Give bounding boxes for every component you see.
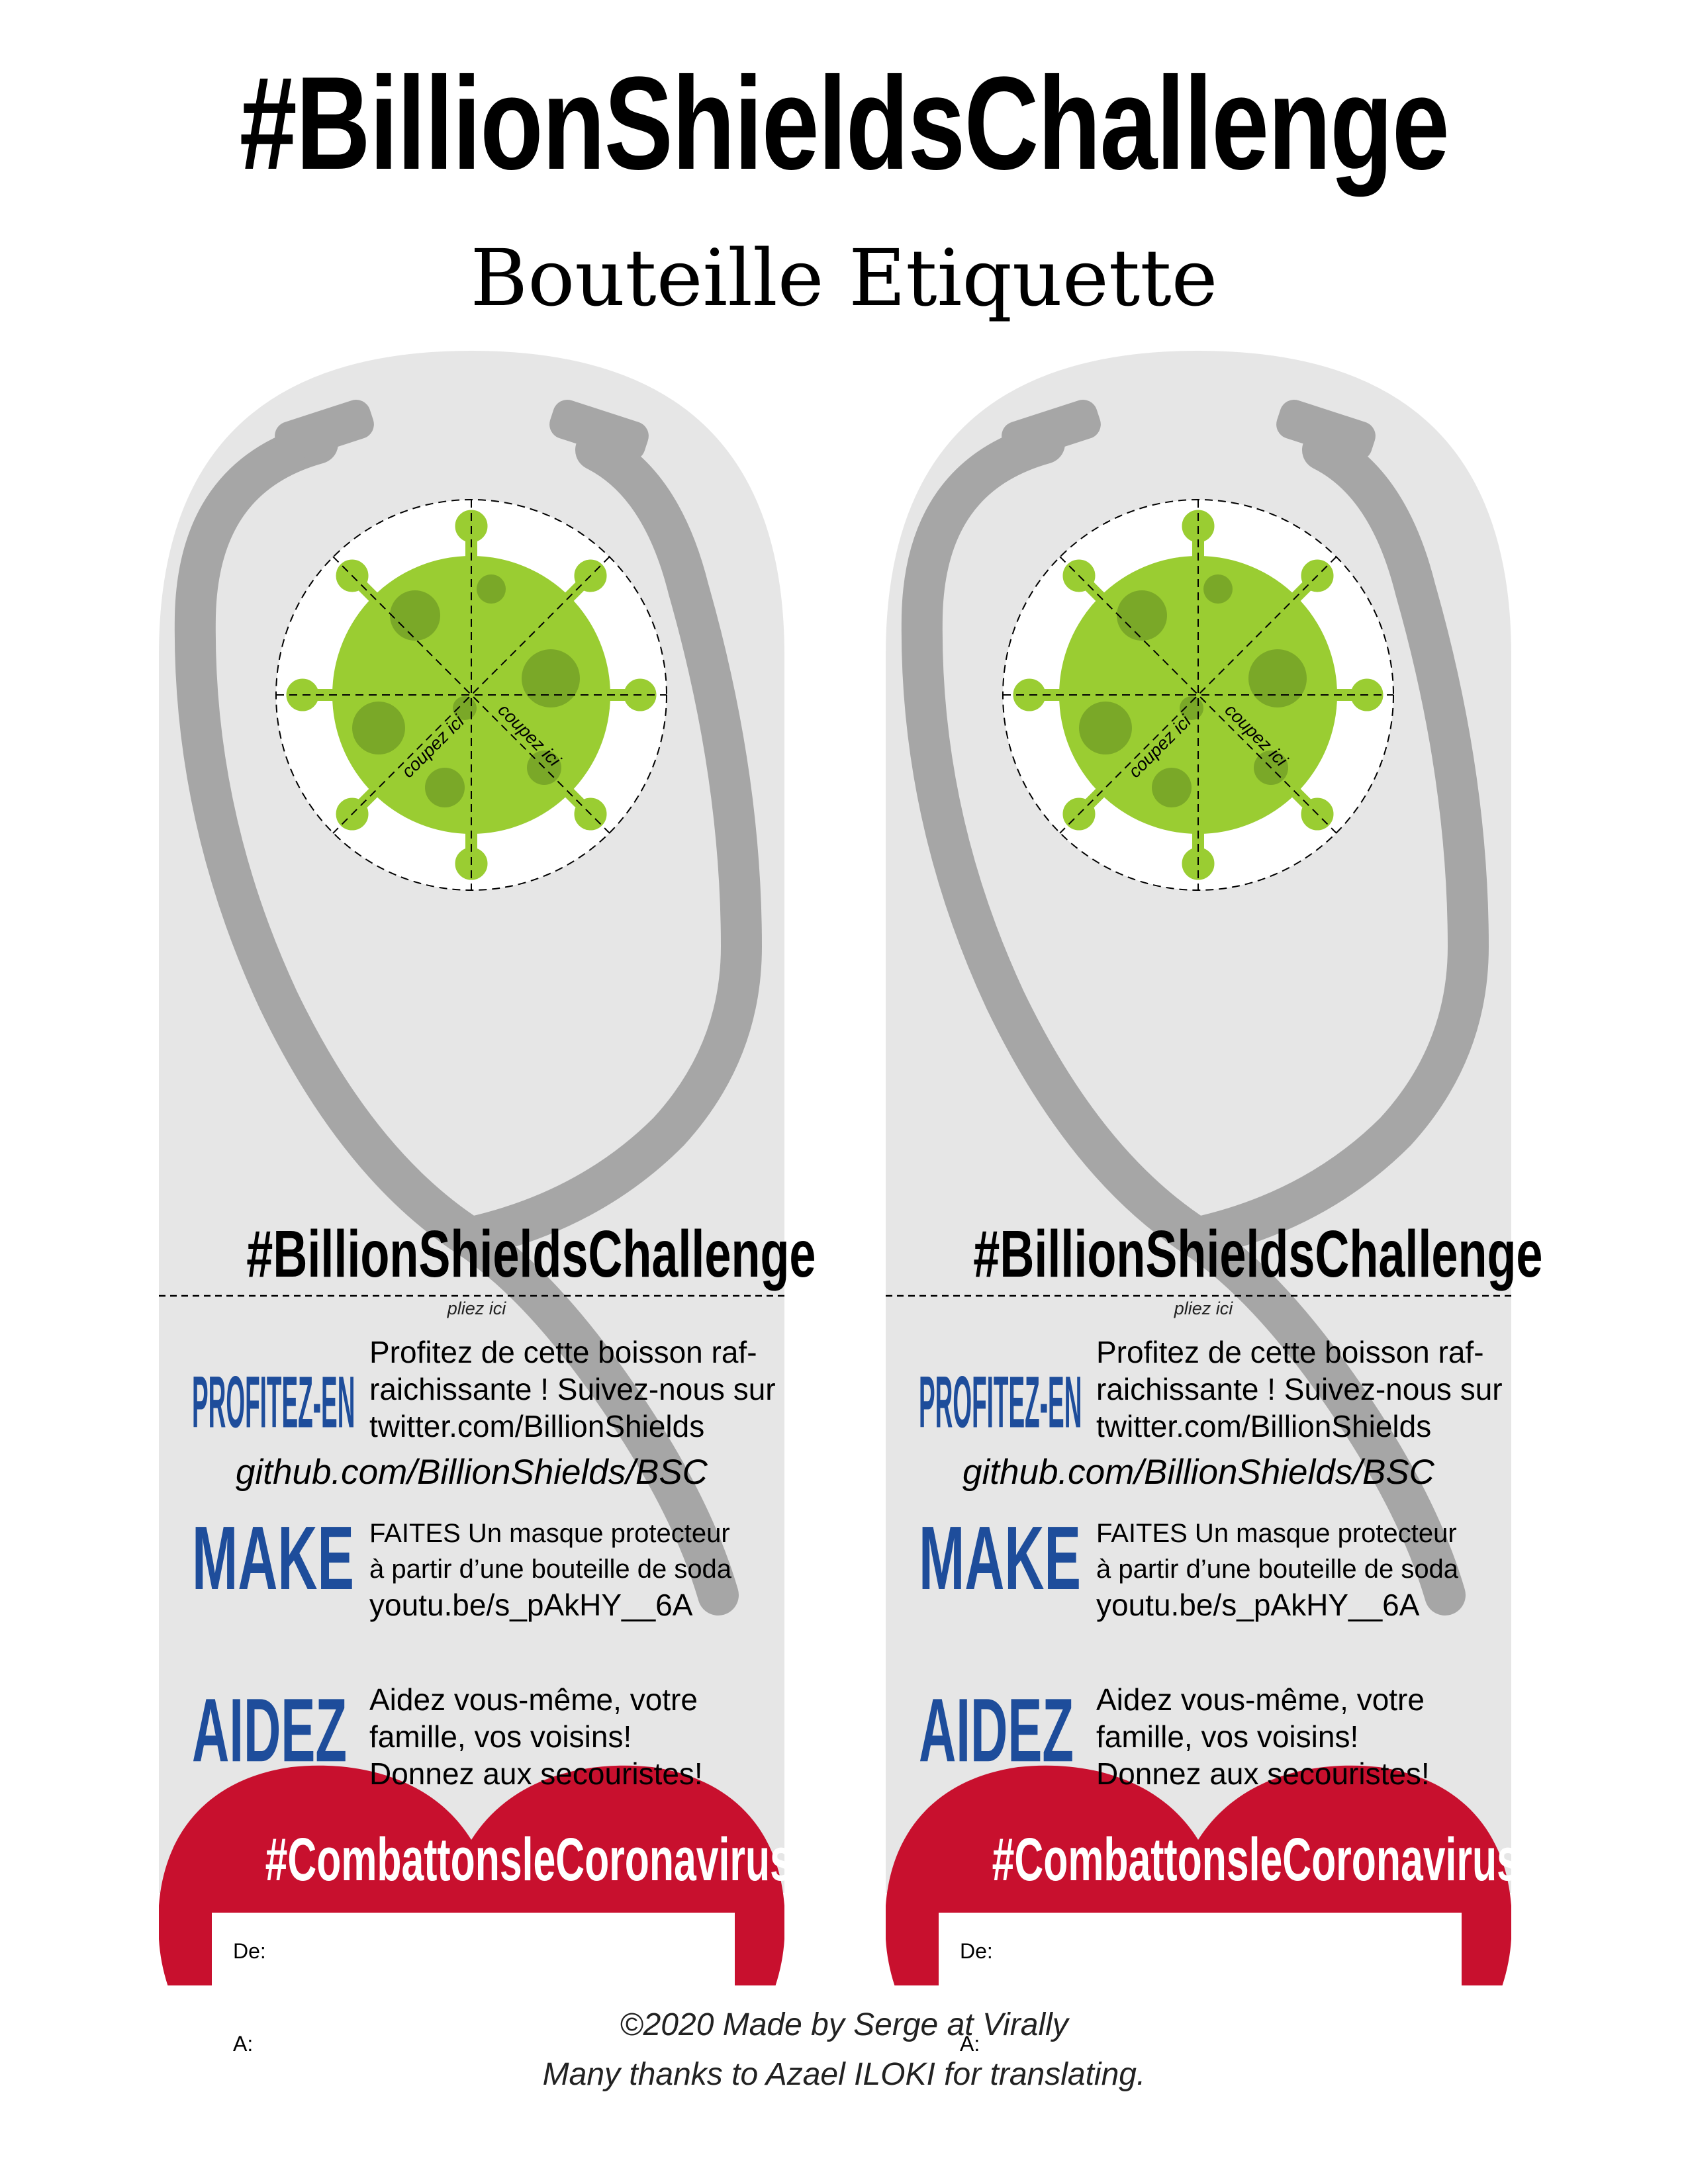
help-line: Aidez vous-même, votre [1096, 1682, 1425, 1717]
help-line: Aidez vous-même, votre [369, 1682, 698, 1717]
enjoy-line: Profitez de cette boisson raf- [369, 1335, 757, 1369]
enjoy-text: Profitez de cette boisson raf- raichissa… [369, 1334, 776, 1445]
tag-hashtag: #BillionShieldsChallenge [246, 1217, 816, 1291]
help-text: Aidez vous-même, votre famille, vos vois… [369, 1681, 703, 1792]
heart-hashtag-bottom: #Bottles2Shields [996, 2081, 1401, 2161]
to-label: A: [960, 2032, 980, 2056]
footer-credits: Many thanks to Azael ILOKI for translati… [542, 2057, 1146, 2092]
fold-label: pliez ici [447, 1298, 506, 1318]
help-text: Aidez vous-même, votre famille, vos vois… [1096, 1681, 1430, 1792]
page-subtitle: Bouteille Etiquette [470, 232, 1218, 324]
bottle-tag: coupez ici coupez ici #BillionShieldsCha… [159, 351, 816, 2161]
help-line: famille, vos voisins! [369, 1719, 632, 1754]
heart-hashtag-top: #CombattonsleCoronavirus [992, 1826, 1519, 1893]
make-text: FAITES Un masque protecteur à partir d’u… [369, 1516, 731, 1623]
heart-hashtag-top: #CombattonsleCoronavirus [265, 1826, 792, 1893]
from-label: De: [960, 1939, 993, 1963]
make-line: FAITES Un masque protecteur [369, 1519, 730, 1548]
github-link: github.com/BillionShields/BSC [962, 1453, 1434, 1492]
enjoy-line: twitter.com/BillionShields [1096, 1409, 1432, 1443]
to-label: A: [233, 2032, 254, 2056]
help-line: famille, vos voisins! [1096, 1719, 1359, 1754]
make-text: FAITES Un masque protecteur à partir d’u… [1096, 1516, 1458, 1623]
help-line: Donnez aux secouristes! [369, 1756, 703, 1791]
enjoy-line: twitter.com/BillionShields [369, 1409, 705, 1443]
stethoscope-icon [901, 400, 1489, 1615]
bottle-tag: coupez ici coupez ici #BillionShieldsCha… [886, 351, 1543, 2161]
make-line: à partir d’une bouteille de soda [1096, 1555, 1459, 1584]
tag-artwork: coupez ici coupez ici [159, 351, 784, 1985]
from-to-box[interactable]: De: A: [939, 1913, 1462, 2086]
virus-icon: coupez ici coupez ici [1002, 499, 1394, 891]
help-heading: AIDEZ [919, 1679, 1074, 1781]
make-line: FAITES Un masque protecteur [1096, 1519, 1457, 1548]
make-line: youtu.be/s_pAkHY__6A [369, 1588, 693, 1622]
enjoy-line: Profitez de cette boisson raf- [1096, 1335, 1484, 1369]
enjoy-line: raichissante ! Suivez-nous sur [1096, 1372, 1503, 1406]
footer-copyright: ©2020 Made by Serge at Virally [620, 2007, 1068, 2042]
make-line: youtu.be/s_pAkHY__6A [1096, 1588, 1420, 1622]
github-link: github.com/BillionShields/BSC [236, 1453, 708, 1492]
help-line: Donnez aux secouristes! [1096, 1756, 1430, 1791]
heart-hashtag-bottom: #Bottles2Shields [269, 2081, 674, 2161]
make-heading: MAKE [192, 1507, 354, 1609]
page-title: #BillionShieldsChallenge [239, 50, 1450, 197]
enjoy-heading: PROFITEZ-EN [192, 1361, 355, 1443]
make-line: à partir d’une bouteille de soda [369, 1555, 732, 1584]
stethoscope-icon [174, 400, 763, 1615]
from-to-box[interactable]: De: A: [212, 1913, 735, 2086]
make-heading: MAKE [919, 1507, 1081, 1609]
fold-label: pliez ici [1174, 1298, 1233, 1318]
enjoy-line: raichissante ! Suivez-nous sur [369, 1372, 776, 1406]
enjoy-text: Profitez de cette boisson raf- raichissa… [1096, 1334, 1503, 1445]
virus-icon: coupez ici coupez ici [275, 499, 667, 891]
tag-hashtag: #BillionShieldsChallenge [973, 1217, 1543, 1291]
help-heading: AIDEZ [192, 1679, 347, 1781]
from-label: De: [233, 1939, 266, 1963]
enjoy-heading: PROFITEZ-EN [919, 1361, 1082, 1443]
